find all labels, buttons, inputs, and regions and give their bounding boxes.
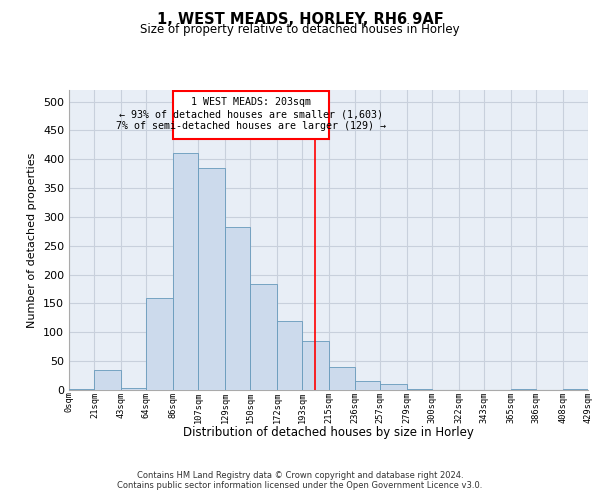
Text: Contains public sector information licensed under the Open Government Licence v3: Contains public sector information licen…	[118, 482, 482, 490]
Bar	[225, 226, 250, 390]
Bar	[121, 388, 146, 390]
Bar	[355, 381, 380, 390]
FancyBboxPatch shape	[173, 91, 329, 139]
Bar	[146, 298, 173, 390]
Text: Distribution of detached houses by size in Horley: Distribution of detached houses by size …	[184, 426, 474, 439]
Text: ← 93% of detached houses are smaller (1,603): ← 93% of detached houses are smaller (1,…	[119, 109, 383, 119]
Bar	[173, 154, 199, 390]
Bar	[69, 389, 94, 390]
Bar	[511, 389, 536, 390]
Bar	[329, 367, 355, 390]
Text: 7% of semi-detached houses are larger (129) →: 7% of semi-detached houses are larger (1…	[116, 121, 386, 131]
Text: 1, WEST MEADS, HORLEY, RH6 9AF: 1, WEST MEADS, HORLEY, RH6 9AF	[157, 12, 443, 28]
Y-axis label: Number of detached properties: Number of detached properties	[28, 152, 37, 328]
Bar	[380, 384, 407, 390]
Bar	[277, 321, 302, 390]
Bar	[199, 168, 225, 390]
Bar	[250, 284, 277, 390]
Bar	[94, 370, 121, 390]
Bar	[302, 341, 329, 390]
Text: 1 WEST MEADS: 203sqm: 1 WEST MEADS: 203sqm	[191, 97, 311, 107]
Text: Size of property relative to detached houses in Horley: Size of property relative to detached ho…	[140, 22, 460, 36]
Text: Contains HM Land Registry data © Crown copyright and database right 2024.: Contains HM Land Registry data © Crown c…	[137, 472, 463, 480]
